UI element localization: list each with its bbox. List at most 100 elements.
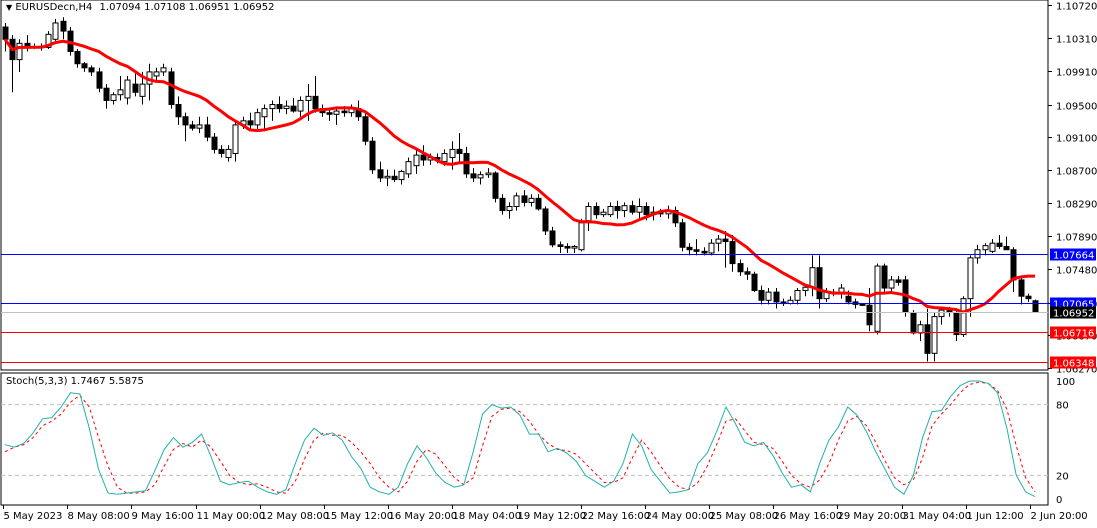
bear-candle[interactable] [3, 27, 8, 39]
bull-candle[interactable] [939, 310, 944, 317]
bull-candle[interactable] [889, 280, 894, 288]
bear-candle[interactable] [723, 239, 728, 241]
bear-candle[interactable] [630, 206, 635, 213]
bear-candle[interactable] [61, 21, 66, 31]
bear-candle[interactable] [817, 268, 822, 299]
bull-candle[interactable] [608, 206, 613, 214]
bear-candle[interactable] [370, 141, 375, 170]
bear-candle[interactable] [89, 68, 94, 72]
bear-candle[interactable] [457, 149, 462, 153]
bear-candle[interactable] [752, 274, 757, 290]
bear-candle[interactable] [392, 176, 397, 179]
bull-candle[interactable] [226, 149, 231, 157]
bear-candle[interactable] [687, 247, 692, 249]
bull-candle[interactable] [385, 176, 390, 178]
bull-candle[interactable] [161, 68, 166, 72]
bull-candle[interactable] [810, 268, 815, 288]
bear-candle[interactable] [82, 64, 87, 68]
bear-candle[interactable] [745, 272, 750, 274]
bear-candle[interactable] [997, 243, 1002, 246]
bear-candle[interactable] [694, 250, 699, 252]
bear-candle[interactable] [594, 206, 599, 214]
bull-candle[interactable] [507, 206, 512, 210]
bull-candle[interactable] [983, 246, 988, 250]
bull-candle[interactable] [572, 246, 577, 248]
bear-candle[interactable] [860, 304, 865, 305]
bull-candle[interactable] [334, 111, 339, 114]
bear-candle[interactable] [550, 231, 555, 245]
bear-candle[interactable] [558, 245, 563, 247]
bear-candle[interactable] [1026, 296, 1031, 298]
bull-candle[interactable] [270, 105, 275, 109]
bull-candle[interactable] [961, 299, 966, 335]
bull-candle[interactable] [17, 43, 22, 59]
bear-candle[interactable] [313, 96, 318, 108]
bull-candle[interactable] [53, 23, 58, 39]
bull-candle[interactable] [233, 125, 238, 154]
bull-candle[interactable] [637, 206, 642, 212]
bear-candle[interactable] [738, 264, 743, 272]
bull-candle[interactable] [399, 171, 404, 179]
bear-candle[interactable] [97, 72, 102, 88]
bear-candle[interactable] [730, 242, 735, 264]
bear-candle[interactable] [169, 72, 174, 105]
bear-candle[interactable] [378, 170, 383, 178]
bear-candle[interactable] [615, 206, 620, 210]
bear-candle[interactable] [565, 246, 570, 248]
bull-candle[interactable] [975, 250, 980, 258]
bear-candle[interactable] [1019, 280, 1024, 296]
bear-candle[interactable] [543, 209, 548, 231]
bull-candle[interactable] [442, 153, 447, 161]
bull-candle[interactable] [601, 212, 606, 214]
bull-candle[interactable] [118, 90, 123, 95]
bear-candle[interactable] [248, 121, 253, 125]
bear-candle[interactable] [882, 266, 887, 288]
bear-candle[interactable] [363, 117, 368, 141]
bear-candle[interactable] [75, 51, 80, 63]
bear-candle[interactable] [291, 106, 296, 111]
bull-candle[interactable] [803, 287, 808, 290]
bear-candle[interactable] [1004, 246, 1009, 249]
stochastic-panel[interactable] [1, 373, 1048, 505]
bear-candle[interactable] [342, 111, 347, 113]
bear-candle[interactable] [954, 313, 959, 335]
bull-candle[interactable] [154, 72, 159, 76]
bear-candle[interactable] [205, 125, 210, 137]
bear-candle[interactable] [925, 325, 930, 354]
bear-candle[interactable] [104, 88, 109, 100]
bear-candle[interactable] [219, 149, 224, 153]
bear-candle[interactable] [846, 296, 851, 302]
collapse-triangle-icon[interactable]: ▼ [6, 3, 12, 12]
bear-candle[interactable] [190, 125, 195, 128]
bear-candle[interactable] [536, 198, 541, 209]
bear-candle[interactable] [1033, 301, 1038, 313]
bull-candle[interactable] [918, 325, 923, 333]
bull-candle[interactable] [795, 291, 800, 301]
bear-candle[interactable] [277, 105, 282, 109]
bull-candle[interactable] [932, 317, 937, 354]
bull-candle[interactable] [514, 196, 519, 207]
price-panel[interactable] [1, 0, 1048, 370]
bull-candle[interactable] [478, 175, 483, 178]
bear-candle[interactable] [471, 174, 476, 178]
bear-candle[interactable] [327, 113, 332, 115]
bull-candle[interactable] [622, 206, 627, 211]
bear-candle[interactable] [680, 223, 685, 247]
bull-candle[interactable] [990, 243, 995, 251]
bull-candle[interactable] [579, 223, 584, 250]
bull-candle[interactable] [486, 173, 491, 175]
bull-candle[interactable] [766, 292, 771, 300]
bull-candle[interactable] [406, 162, 411, 174]
bull-candle[interactable] [709, 243, 714, 253]
bull-candle[interactable] [125, 80, 130, 98]
bear-candle[interactable] [522, 196, 527, 203]
bull-candle[interactable] [284, 106, 289, 108]
bull-candle[interactable] [298, 100, 303, 111]
bull-candle[interactable] [414, 155, 419, 166]
bull-candle[interactable] [306, 96, 311, 100]
bear-candle[interactable] [421, 155, 426, 160]
bear-candle[interactable] [896, 280, 901, 282]
bull-candle[interactable] [716, 239, 721, 243]
bear-candle[interactable] [212, 137, 217, 149]
